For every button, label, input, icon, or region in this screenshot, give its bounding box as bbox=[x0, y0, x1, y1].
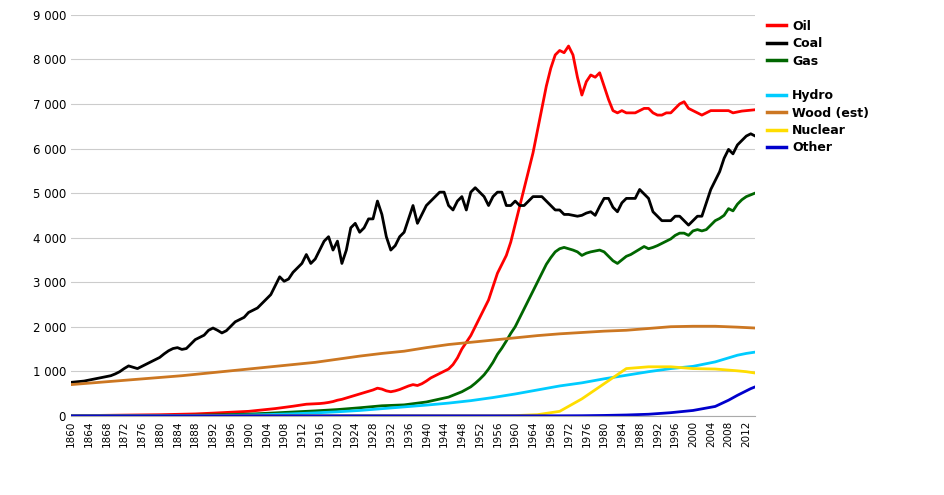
Legend: Oil, Coal, Gas, , Hydro, Wood (est), Nuclear, Other: Oil, Coal, Gas, , Hydro, Wood (est), Nuc… bbox=[762, 15, 874, 159]
